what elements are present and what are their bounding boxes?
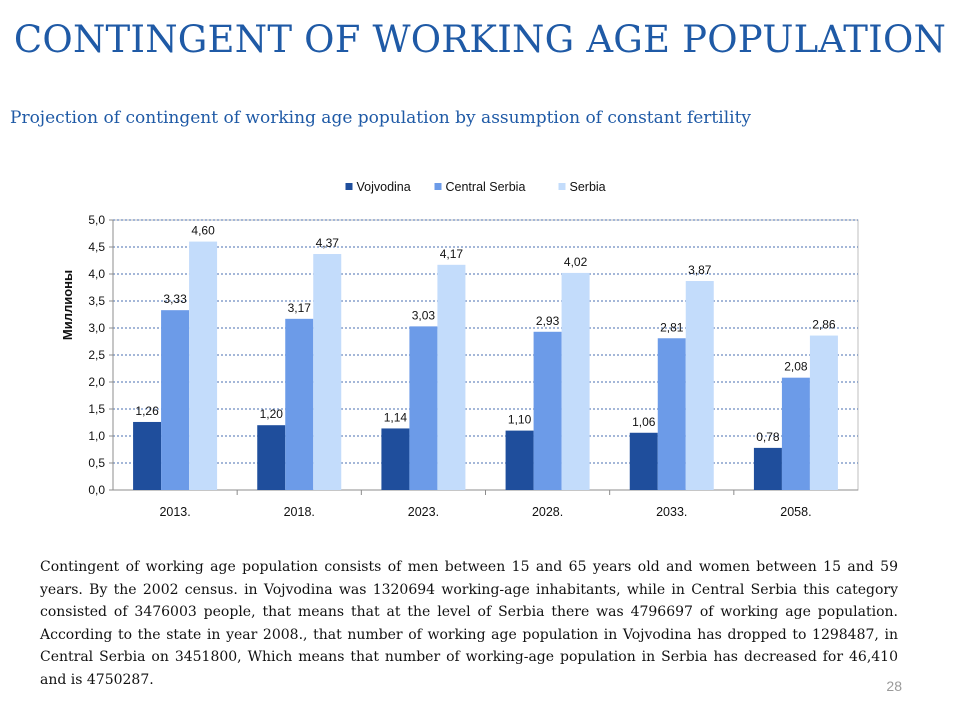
data-label: 1,20 xyxy=(260,407,284,421)
bar-vojvodina xyxy=(753,447,782,490)
y-tick-label: 2,5 xyxy=(88,348,105,362)
bar-central-serbia xyxy=(409,326,438,490)
data-label: 4,60 xyxy=(191,224,215,238)
data-label: 1,26 xyxy=(135,404,159,418)
bar-serbia xyxy=(561,272,590,490)
bar-vojvodina xyxy=(505,430,534,490)
slide-title: CONTINGENT OF WORKING AGE POPULATION xyxy=(13,18,947,61)
page-number: 28 xyxy=(886,678,902,694)
y-tick-label: 0,5 xyxy=(88,456,105,470)
y-tick-label: 2,0 xyxy=(88,375,105,389)
bar-serbia xyxy=(313,254,342,490)
bar-central-serbia xyxy=(657,338,686,490)
y-tick-label: 4,5 xyxy=(88,240,105,254)
data-label: 1,14 xyxy=(384,410,408,424)
y-tick-label: 3,5 xyxy=(88,294,105,308)
x-tick-label: 2023. xyxy=(408,505,439,519)
legend-entry: Serbia xyxy=(570,180,606,194)
bar-vojvodina xyxy=(257,425,286,490)
x-tick-label: 2033. xyxy=(656,505,687,519)
y-axis-label: Миллионы xyxy=(60,270,75,340)
bar-central-serbia xyxy=(285,318,314,490)
y-tick-label: 4,0 xyxy=(88,267,105,281)
bar-serbia xyxy=(685,281,714,490)
data-label: 1,10 xyxy=(508,413,532,427)
data-label: 3,03 xyxy=(412,308,436,322)
x-tick-label: 2028. xyxy=(532,505,563,519)
bar-chart: 0,0 0,5 1,0 1,5 2,0 2,5 3,0 3,5 4,0 4,5 5,0 Миллион… xyxy=(60,180,859,519)
y-tick-label: 3,0 xyxy=(88,321,105,335)
data-label: 4,17 xyxy=(440,247,464,261)
data-label: 1,06 xyxy=(632,415,656,429)
data-label: 2,86 xyxy=(812,318,836,332)
data-label: 4,02 xyxy=(564,255,588,269)
y-tick-label: 1,5 xyxy=(88,402,105,416)
x-tick-label: 2058. xyxy=(780,505,811,519)
data-label: 0,78 xyxy=(756,430,780,444)
data-label: 2,81 xyxy=(660,320,684,334)
y-tick-label: 5,0 xyxy=(88,213,105,227)
data-label: 2,93 xyxy=(536,314,560,328)
bar-central-serbia xyxy=(533,331,562,490)
bar-central-serbia xyxy=(781,377,810,490)
bar-central-serbia xyxy=(161,310,190,490)
legend-swatch xyxy=(345,183,353,190)
bar-serbia xyxy=(189,241,218,490)
data-label: 3,87 xyxy=(688,263,712,277)
x-tick-label: 2013. xyxy=(159,505,190,519)
data-label: 3,33 xyxy=(163,292,187,306)
bar-vojvodina xyxy=(629,432,658,490)
y-tick-label: 1,0 xyxy=(88,429,105,443)
data-label: 4,37 xyxy=(316,236,340,250)
data-label: 3,17 xyxy=(288,301,312,315)
y-tick-label: 0,0 xyxy=(88,483,105,497)
bar-serbia xyxy=(809,335,838,490)
bar-serbia xyxy=(437,264,466,490)
legend-swatch xyxy=(558,183,566,190)
body-paragraph: Contingent of working age population con… xyxy=(40,559,898,688)
legend-entry: Vojvodina xyxy=(357,180,411,194)
legend-swatch xyxy=(434,183,442,190)
bar-vojvodina xyxy=(381,428,410,490)
bar-vojvodina xyxy=(133,421,162,490)
legend-entry: Central Serbia xyxy=(446,180,526,194)
slide-subtitle: Projection of contingent of working age … xyxy=(10,108,752,128)
data-label: 2,08 xyxy=(784,360,808,374)
x-tick-label: 2018. xyxy=(284,505,315,519)
